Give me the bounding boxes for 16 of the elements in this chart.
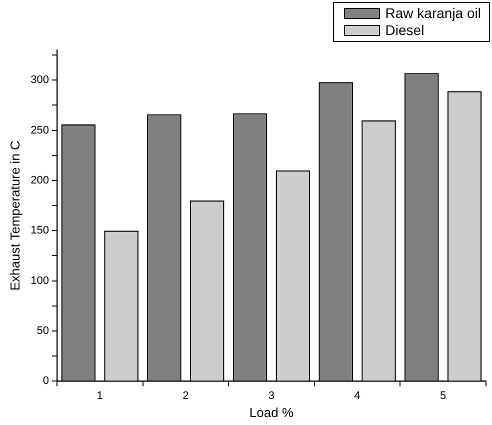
x-tick-label: 3	[268, 390, 275, 402]
y-tick-label: 0	[42, 375, 49, 388]
y-tick-label: 200	[30, 174, 49, 187]
y-tick-label: 150	[30, 224, 49, 237]
x-axis-title: Load %	[249, 404, 294, 420]
x-tick-label: 1	[96, 390, 103, 402]
y-tick-label: 300	[30, 74, 49, 86]
y-tick-label: 250	[30, 124, 49, 136]
x-tick-label: 4	[354, 390, 360, 402]
y-axis-title: Exhaust Temperature in C	[7, 140, 22, 291]
legend-label: Diesel	[385, 22, 424, 39]
y-tick-label: 100	[30, 274, 49, 287]
y-tick-label: 50	[36, 325, 49, 338]
legend-label: Raw karanja oil	[385, 5, 481, 22]
x-tick-label: 5	[440, 390, 446, 402]
x-tick-label: 2	[182, 390, 189, 402]
